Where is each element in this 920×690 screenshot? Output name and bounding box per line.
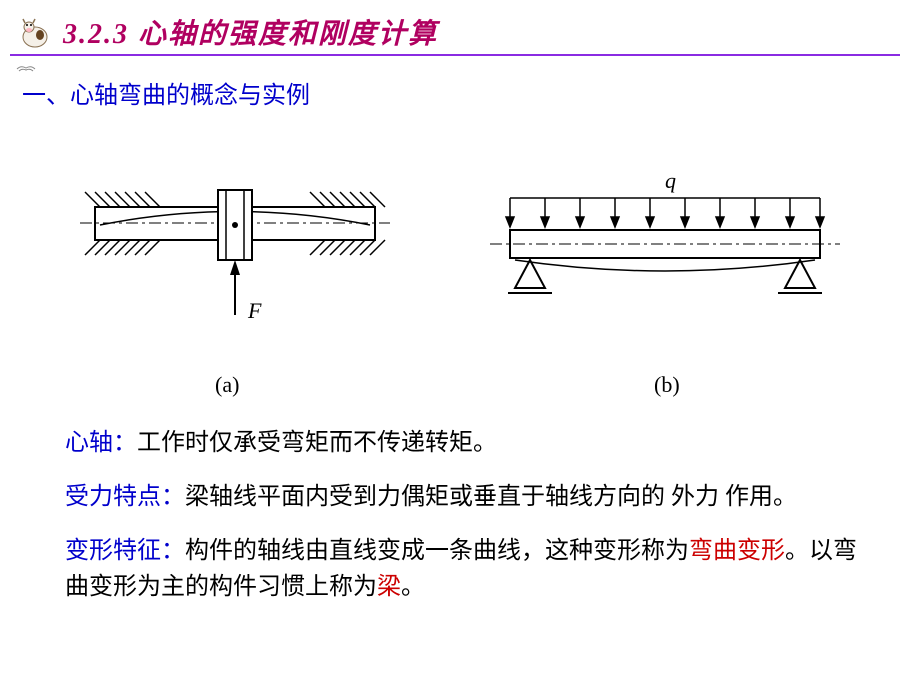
- paragraph-1: 心轴：工作时仅承受弯矩而不传递转矩。: [65, 425, 865, 461]
- page-header: 3.2.3 心轴的强度和刚度计算: [0, 0, 920, 52]
- term-2: 受力特点：: [65, 484, 185, 510]
- term-3: 变形特征：: [65, 538, 185, 564]
- diagram-a-fixed-beam: F: [60, 160, 410, 360]
- text-1: 工作时仅承受弯矩而不传递转矩。: [137, 430, 497, 456]
- bird-icon: [15, 62, 37, 76]
- term-1: 心轴：: [65, 430, 137, 456]
- red-term-1: 弯曲变形: [689, 538, 785, 564]
- paragraph-3: 变形特征：构件的轴线由直线变成一条曲线，这种变形称为弯曲变形。以弯曲变形为主的构…: [65, 533, 865, 605]
- text-3c: 。: [401, 574, 425, 600]
- caption-a: (a): [215, 372, 239, 398]
- red-term-2: 梁: [377, 574, 401, 600]
- svg-text:q: q: [665, 168, 676, 193]
- section-title: 3.2.3 心轴的强度和刚度计算: [63, 12, 438, 52]
- paragraph-2: 受力特点：梁轴线平面内受到力偶矩或垂直于轴线方向的 外力 作用。: [65, 479, 865, 515]
- diagram-b-distributed-load: q: [480, 160, 850, 360]
- diagrams-container: F q: [0, 160, 920, 410]
- text-2: 梁轴线平面内受到力偶矩或垂直于轴线方向的 外力 作用。: [185, 484, 797, 510]
- caption-b: (b): [654, 372, 680, 398]
- cow-mascot-icon: [15, 15, 55, 50]
- svg-text:F: F: [247, 298, 262, 323]
- subtitle: 一、心轴弯曲的概念与实例: [22, 75, 310, 110]
- content-text: 心轴：工作时仅承受弯矩而不传递转矩。 受力特点：梁轴线平面内受到力偶矩或垂直于轴…: [65, 425, 865, 623]
- text-3a: 构件的轴线由直线变成一条曲线，这种变形称为: [185, 538, 689, 564]
- title-underline: [10, 54, 900, 56]
